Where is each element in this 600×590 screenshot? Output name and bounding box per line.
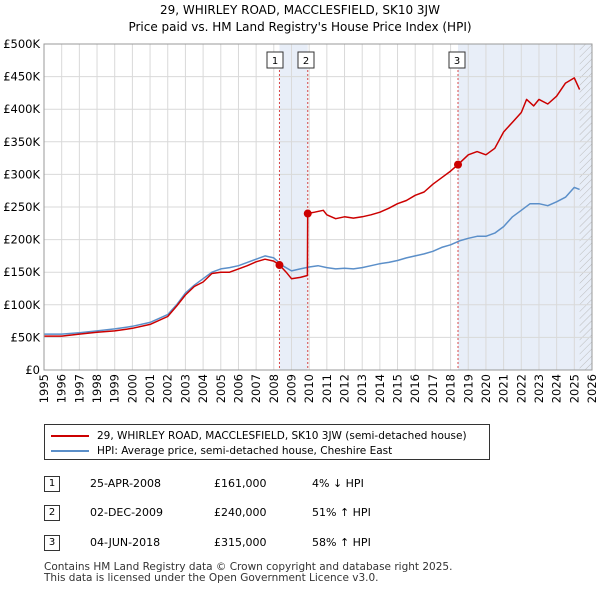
legend-property-label: 29, WHIRLEY ROAD, MACCLESFIELD, SK10 3JW… — [97, 430, 467, 442]
x-tick-label: 2013 — [355, 374, 369, 403]
property-price-line — [44, 77, 581, 337]
x-tick-label: 1999 — [108, 374, 122, 403]
x-tick-label: 1998 — [90, 374, 104, 403]
transaction-price: £161,000 — [214, 477, 267, 490]
price-chart: 1 2 3 £0 £50K £100K £150K £200K £250K £300K £350K… — [3, 37, 599, 403]
transaction-number: 3 — [44, 535, 60, 551]
transaction-hpi-delta: 58% ↑ HPI — [312, 536, 371, 549]
x-tick-label: 2015 — [391, 374, 405, 403]
sale-point — [303, 209, 312, 218]
x-tick-label: 2009 — [284, 374, 298, 403]
legend-property-swatch — [51, 435, 89, 437]
x-tick-label: 2025 — [567, 374, 581, 403]
transaction-hpi-delta: 4% ↓ HPI — [312, 477, 364, 490]
hpi-line — [44, 186, 580, 335]
y-tick-label: £300K — [3, 167, 40, 181]
x-tick-label: 2014 — [373, 374, 387, 403]
x-tick-label: 2011 — [320, 374, 334, 403]
legend-hpi-swatch — [51, 450, 89, 452]
sale-point — [454, 160, 463, 169]
y-tick-label: £0 — [25, 363, 40, 377]
y-tick-label: £50K — [11, 330, 41, 344]
y-tick-label: £400K — [3, 102, 40, 116]
x-tick-label: 2022 — [514, 374, 528, 403]
transaction-number: 2 — [44, 505, 60, 521]
x-tick-label: 2012 — [338, 374, 352, 403]
x-tick-label: 2021 — [497, 374, 511, 403]
table-row: 1 25-APR-2008 £161,000 4% ↓ HPI — [44, 476, 464, 494]
footer: Contains HM Land Registry data © Crown c… — [44, 562, 452, 584]
x-tick-label: 1997 — [72, 374, 86, 403]
y-tick-label: £150K — [3, 265, 40, 279]
chart-subtitle: Price paid vs. HM Land Registry's House … — [128, 20, 472, 34]
x-tick-label: 1995 — [37, 374, 51, 403]
transaction-date: 04-JUN-2018 — [90, 536, 161, 549]
y-tick-label: £450K — [3, 70, 40, 84]
x-tick-label: 2024 — [550, 374, 564, 403]
legend-property: 29, WHIRLEY ROAD, MACCLESFIELD, SK10 3JW… — [51, 429, 467, 443]
footer-licence: This data is licensed under the Open Gov… — [44, 572, 379, 584]
x-tick-label: 1996 — [55, 374, 69, 403]
x-tick-label: 2016 — [408, 374, 422, 403]
transaction-hpi-delta: 51% ↑ HPI — [312, 506, 371, 519]
x-tick-label: 2002 — [161, 374, 175, 403]
chart-title: 29, WHIRLEY ROAD, MACCLESFIELD, SK10 3JW — [160, 3, 440, 17]
legend: 29, WHIRLEY ROAD, MACCLESFIELD, SK10 3JW… — [44, 424, 490, 460]
x-tick-label: 2005 — [214, 374, 228, 403]
y-tick-label: £250K — [3, 200, 40, 214]
sale-label-box — [297, 51, 315, 69]
transaction-price: £315,000 — [214, 536, 267, 549]
x-tick-label: 2018 — [444, 374, 458, 403]
x-tick-label: 2001 — [143, 374, 157, 403]
table-row: 3 04-JUN-2018 £315,000 58% ↑ HPI — [44, 535, 464, 553]
x-tick-label: 2026 — [585, 374, 599, 403]
transaction-number: 1 — [44, 476, 60, 492]
sale-label: 2 — [303, 56, 309, 67]
plot-border — [43, 43, 593, 371]
legend-hpi: HPI: Average price, semi-detached house,… — [51, 444, 392, 458]
transaction-price: £240,000 — [214, 506, 267, 519]
x-tick-label: 2006 — [231, 374, 245, 403]
legend-hpi-label: HPI: Average price, semi-detached house,… — [97, 445, 393, 457]
x-tick-label: 2003 — [178, 374, 192, 403]
sale-point — [275, 261, 284, 270]
x-tick-label: 2010 — [302, 374, 316, 403]
transaction-date: 02-DEC-2009 — [90, 506, 164, 519]
x-tick-label: 2007 — [249, 374, 263, 403]
sale-label-box — [448, 51, 466, 69]
x-tick-label: 2023 — [532, 374, 546, 403]
sale-label: 1 — [272, 56, 278, 67]
sale-label: 3 — [454, 56, 460, 67]
y-tick-label: £100K — [3, 298, 40, 312]
footer-copyright: Contains HM Land Registry data © Crown c… — [44, 561, 453, 573]
x-tick-label: 2004 — [196, 374, 210, 403]
x-tick-label: 2020 — [479, 374, 493, 403]
transaction-date: 25-APR-2008 — [90, 477, 162, 490]
y-tick-label: £500K — [3, 37, 40, 51]
x-tick-label: 2017 — [426, 374, 440, 403]
x-tick-label: 2008 — [267, 374, 281, 403]
y-tick-label: £200K — [3, 233, 40, 247]
sale-label-box — [266, 51, 284, 69]
y-tick-label: £350K — [3, 135, 40, 149]
table-row: 2 02-DEC-2009 £240,000 51% ↑ HPI — [44, 505, 464, 523]
x-tick-label: 2019 — [461, 374, 475, 403]
x-tick-label: 2000 — [125, 374, 139, 403]
